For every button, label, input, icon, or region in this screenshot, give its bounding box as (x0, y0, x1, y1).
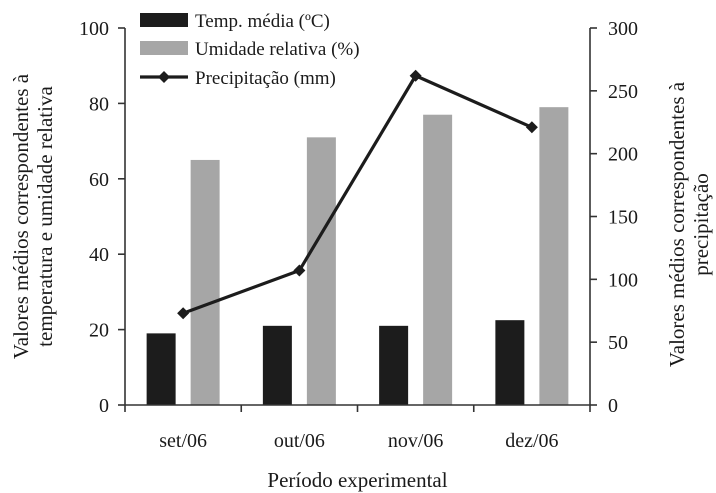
left-y-axis-title: Valores médios correspondentes à tempera… (9, 73, 57, 359)
right-y-axis-title-line-1: Valores médios correspondentes à (665, 81, 689, 367)
right-y-axis-title-line-2: precipitação (689, 173, 713, 276)
bar-humidity (539, 107, 569, 406)
precipitation-point (525, 121, 538, 134)
right-y-tick-label: 150 (608, 207, 638, 229)
right-y-tick-label: 200 (608, 144, 638, 166)
precipitation-point (177, 307, 190, 320)
right-y-axis-title: Valores médios correspondentes à precipi… (665, 81, 713, 367)
left-y-tick-label: 0 (99, 395, 109, 417)
bar-humidity (306, 137, 336, 405)
legend-swatch-precipitation-marker (158, 71, 170, 83)
legend: Temp. média (ºC) Umidade relativa (%) Prec… (140, 11, 360, 89)
legend-swatch-humidity (140, 41, 188, 55)
precipitation-point (409, 69, 422, 82)
legend-label: Umidade relativa (%) (195, 39, 360, 60)
legend-swatch-temperature (140, 13, 188, 27)
bar-humidity (190, 159, 220, 405)
legend-label: Precipitação (mm) (195, 68, 336, 89)
left-y-axis-title-line-1: Valores médios correspondentes à (9, 73, 33, 359)
ticks: 0 20 40 60 80 100 0 50 100 150 200 250 300 set/06 out/… (79, 18, 638, 452)
left-y-axis-title-line-2: temperatura e umidade relativa (33, 86, 57, 347)
bar-temperature (146, 333, 176, 405)
legend-label: Temp. média (ºC) (195, 11, 330, 32)
left-y-tick-label: 80 (89, 93, 109, 115)
right-y-tick-label: 250 (608, 81, 638, 103)
x-tick-label: dez/06 (505, 430, 558, 452)
precipitation-line (182, 74, 533, 315)
bar-temperature (262, 325, 292, 405)
precipitation-point (293, 264, 306, 277)
right-y-tick-label: 50 (608, 332, 628, 354)
bar-humidity (423, 114, 453, 406)
x-tick-label: out/06 (274, 430, 325, 452)
left-y-tick-label: 20 (89, 320, 109, 342)
left-y-tick-label: 60 (89, 169, 109, 191)
x-tick-label: nov/06 (388, 430, 444, 452)
right-y-tick-label: 0 (608, 395, 618, 417)
x-tick-label: set/06 (159, 430, 207, 452)
right-y-tick-label: 300 (608, 18, 638, 40)
left-y-tick-label: 40 (89, 244, 109, 266)
bar-temperature (379, 325, 409, 405)
plot-area (146, 69, 569, 406)
bar-temperature (495, 320, 525, 405)
left-y-tick-label: 100 (79, 18, 109, 40)
right-y-tick-label: 100 (608, 269, 638, 291)
x-axis-title: Período experimental (267, 468, 447, 492)
